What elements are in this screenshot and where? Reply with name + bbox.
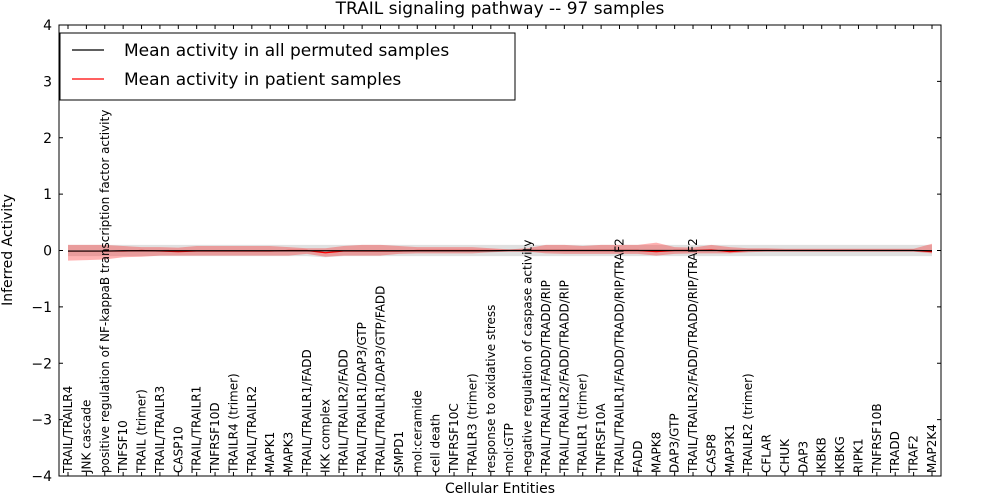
legend-entry-patient: Mean activity in patient samples [124,70,401,90]
y-tick-label: 4 [43,18,52,34]
x-tick-label: TRAIL/TRAILR2 [245,386,259,474]
x-tick-label: CASP10 [171,426,185,473]
series-lines [68,249,933,254]
x-tick-label: IKK complex [318,399,332,473]
x-tick-label: mol:GTP [502,423,516,473]
x-tick-label: response to oxidative stress [484,305,498,473]
y-tick-label: 2 [43,131,52,147]
y-axis-label: Inferred Activity [0,194,16,306]
x-tick-label: MAPK8 [649,432,663,473]
category-labels: TRAIL/TRAILR4 JNK cascade positive regulat… [61,110,939,474]
x-tick-label: TNFRSF10D [208,402,222,474]
x-tick-label: negative regulation of caspase activity [521,240,535,473]
legend-box [59,32,516,101]
x-tick-label: DAP3/GTP [668,413,682,473]
x-tick-label: TRAIL/TRAILR1/FADD/TRADD/RIP/TRAF2 [612,238,626,474]
x-tick-label: TRAIL/TRAILR2/FADD/TRADD/RIP [557,280,571,474]
x-tick-label: TNFRSF10A [594,403,608,474]
x-tick-label: IKBKB [815,437,829,473]
x-tick-label: TNFRSF10C [447,403,461,474]
x-tick-label: TRAILR3 (trimer) [465,373,479,474]
x-tick-label: TRAIL/TRAILR1/DAP3/GTP [355,322,369,474]
x-tick-label: MAP3K1 [723,424,737,473]
x-tick-label: TRAIL/TRAILR1 [190,386,204,474]
x-tick-label: SMPD1 [392,431,406,473]
x-tick-label: TRAIL/TRAILR3 [153,386,167,474]
x-tick-label: cell death [429,414,443,473]
x-tick-label: TRAIL/TRAILR2/FADD/TRADD/RIP/TRAF2 [686,238,700,474]
x-tick-label: TRAIL/TRAILR4 [61,386,75,474]
axis-ticks: −4 −3 −2 −1 0 1 2 3 4 [31,18,941,485]
band-series-1 [68,242,932,261]
x-tick-label: MAPK3 [282,432,296,473]
x-tick-label: TRAILR1 (trimer) [576,373,590,474]
y-tick-label: 0 [43,244,52,260]
legend-entry-permuted: Mean activity in all permuted samples [124,41,449,61]
y-tick-label: −4 [31,469,52,485]
x-tick-label: mol:ceramide [410,390,424,473]
x-tick-label: FADD [631,441,645,474]
x-tick-label: TRAILR2 (trimer) [741,373,755,474]
y-tick-label: −1 [31,300,52,316]
plot-frame [58,24,942,477]
x-tick-label: TRADD [888,431,902,474]
x-tick-label: TRAIL/TRAILR2/FADD [337,349,351,474]
x-tick-label: TRAIL/TRAILR1/DAP3/GTP/FADD [374,286,388,474]
x-tick-label: DAP3 [796,441,810,473]
x-tick-label: positive regulation of NF-kappaB transcr… [98,110,112,473]
x-axis-label: Cellular Entities [445,481,555,497]
y-tick-label: −3 [31,413,52,429]
x-tick-label: IKBKG [833,436,847,473]
x-tick-label: TRAIL/TRAILR1/FADD/TRADD/RIP [539,280,553,474]
x-tick-label: MAPK1 [263,432,277,473]
line-series-0 [68,249,933,252]
x-tick-label: CFLAR [760,434,774,473]
x-tick-label: CASP8 [704,434,718,473]
x-tick-label: TRAF2 [907,435,921,474]
x-tick-label: JNK cascade [79,400,93,474]
y-tick-label: −2 [31,356,52,372]
x-tick-label: RIPK1 [851,438,865,473]
y-tick-label: 1 [43,187,52,203]
x-tick-label: TNFRSF10B [870,403,884,474]
x-tick-label: TRAIL/TRAILR1/FADD [300,349,314,474]
y-tick-label: 3 [43,74,52,90]
chart-title: TRAIL signaling pathway -- 97 samples [335,0,665,19]
x-tick-label: TRAILR4 (trimer) [226,373,240,474]
x-tick-label: TRAIL (trimer) [135,389,149,474]
x-tick-label: MAP2K4 [925,424,939,473]
x-tick-label: TNFSF10 [116,420,130,474]
legend: Mean activity in all permuted samples Me… [59,32,516,101]
x-tick-label: CHUK [778,438,792,473]
